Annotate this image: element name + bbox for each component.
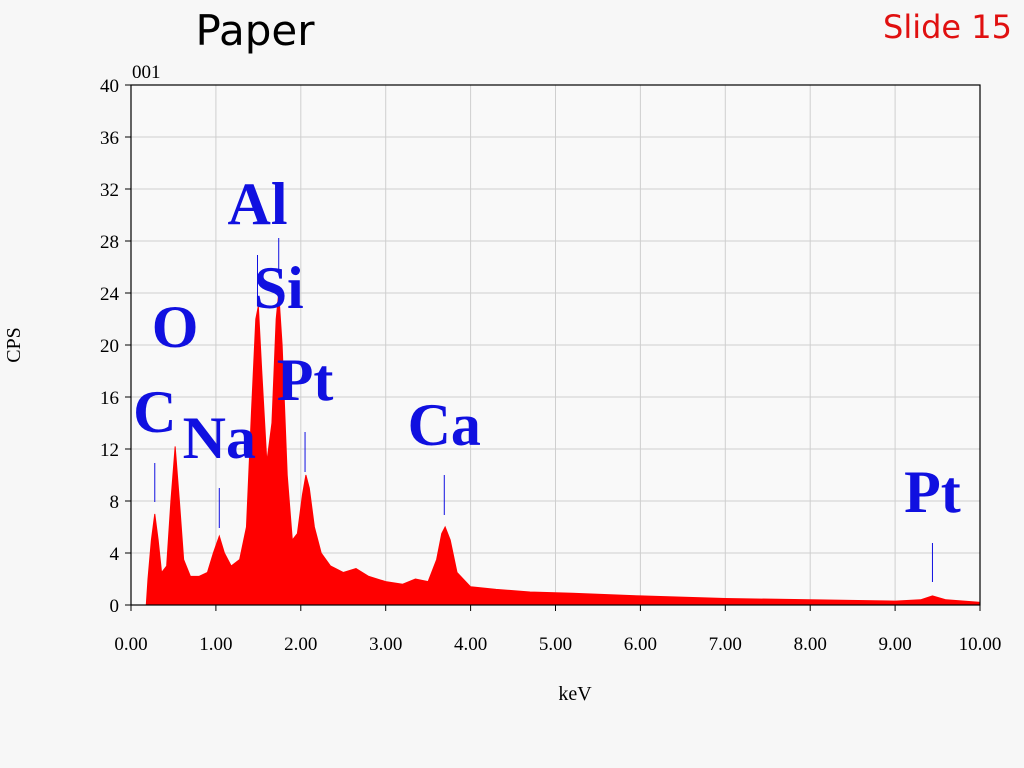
x-tick-label: 8.00 (794, 634, 827, 655)
x-tick-label: 4.00 (454, 634, 487, 655)
y-tick-label: 0 (110, 596, 120, 617)
x-tick-label: 6.00 (624, 634, 657, 655)
element-label: Pt (277, 347, 334, 413)
y-tick-label: 16 (100, 388, 119, 409)
x-tick-label: 2.00 (284, 634, 317, 655)
y-tick-label: 28 (100, 232, 119, 253)
y-tick-label: 36 (100, 128, 119, 149)
x-tick-label: 10.00 (959, 634, 1002, 655)
y-tick-label: 4 (110, 544, 120, 565)
y-tick-label: 20 (100, 336, 119, 357)
y-axis-label: CPS (3, 327, 25, 363)
x-tick-label: 5.00 (539, 634, 572, 655)
element-label: Na (183, 405, 256, 471)
y-tick-label: 40 (100, 76, 119, 97)
x-tick-label: 9.00 (878, 634, 911, 655)
x-tick-label: 0.00 (114, 634, 147, 655)
x-axis-label: keV (558, 683, 592, 705)
y-tick-label: 32 (100, 180, 119, 201)
slide-label: Slide 15 (883, 8, 1012, 46)
y-tick-label: 24 (100, 284, 120, 305)
y-tick-label: 8 (110, 492, 120, 513)
element-label: Pt (904, 459, 961, 525)
element-label: O (152, 294, 199, 360)
spectrum-label: 001 (132, 62, 161, 83)
x-tick-label: 3.00 (369, 634, 402, 655)
spectrum (131, 292, 981, 606)
element-label: C (133, 379, 176, 445)
element-label: Al (228, 171, 288, 237)
x-tick-label: 1.00 (199, 634, 232, 655)
element-label: Ca (408, 392, 481, 458)
x-tick-label: 7.00 (709, 634, 742, 655)
y-tick-label: 12 (100, 440, 119, 461)
plot-frame (130, 84, 981, 606)
chart-title: Paper (196, 6, 316, 55)
